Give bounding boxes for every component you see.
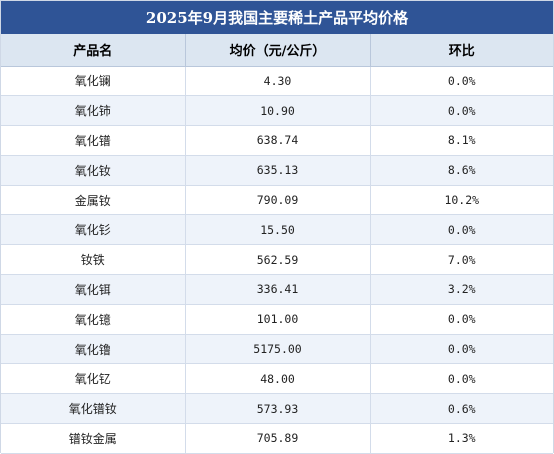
table-row: 镨钕金属 705.89 1.3% bbox=[1, 423, 553, 454]
product-name-cell: 氧化钐 bbox=[1, 214, 186, 246]
price-cell: 705.89 bbox=[185, 423, 371, 454]
product-name-cell: 镨钕金属 bbox=[1, 423, 186, 454]
table-row: 氧化镱 101.00 0.0% bbox=[1, 304, 553, 335]
header-month-on-month: 环比 bbox=[370, 34, 553, 67]
price-cell: 15.50 bbox=[185, 214, 371, 246]
table-header-row: 产品名 均价（元/公斤） 环比 bbox=[1, 34, 553, 67]
table-row: 氧化镧 4.30 0.0% bbox=[1, 66, 553, 97]
product-name-cell: 钕铁 bbox=[1, 244, 186, 276]
mom-change-cell: 0.0% bbox=[370, 304, 553, 335]
mom-change-cell: 0.0% bbox=[370, 214, 553, 246]
product-name-cell: 氧化镨钕 bbox=[1, 393, 186, 425]
table-title: 2025年9月我国主要稀土产品平均价格 bbox=[1, 1, 553, 34]
mom-change-cell: 3.2% bbox=[370, 274, 553, 305]
table-row: 金属钕 790.09 10.2% bbox=[1, 185, 553, 216]
table-row: 氧化钐 15.50 0.0% bbox=[1, 214, 553, 246]
mom-change-cell: 10.2% bbox=[370, 185, 553, 216]
table-row: 氧化钇 48.00 0.0% bbox=[1, 363, 553, 395]
table-row: 氧化铒 336.41 3.2% bbox=[1, 274, 553, 305]
header-average-price: 均价（元/公斤） bbox=[185, 34, 371, 67]
mom-change-cell: 8.6% bbox=[370, 155, 553, 186]
price-cell: 5175.00 bbox=[185, 334, 371, 365]
price-cell: 4.30 bbox=[185, 66, 371, 97]
mom-change-cell: 0.0% bbox=[370, 66, 553, 97]
table-row: 氧化镥 5175.00 0.0% bbox=[1, 334, 553, 365]
mom-change-cell: 7.0% bbox=[370, 244, 553, 276]
product-name-cell: 氧化镨 bbox=[1, 125, 186, 156]
mom-change-cell: 8.1% bbox=[370, 125, 553, 156]
price-cell: 573.93 bbox=[185, 393, 371, 425]
product-name-cell: 金属钕 bbox=[1, 185, 186, 216]
table-row: 钕铁 562.59 7.0% bbox=[1, 244, 553, 276]
product-name-cell: 氧化钕 bbox=[1, 155, 186, 186]
price-cell: 638.74 bbox=[185, 125, 371, 156]
mom-change-cell: 0.6% bbox=[370, 393, 553, 425]
product-name-cell: 氧化镧 bbox=[1, 66, 186, 97]
table-row: 氧化铈 10.90 0.0% bbox=[1, 95, 553, 127]
product-name-cell: 氧化镥 bbox=[1, 334, 186, 365]
product-name-cell: 氧化铒 bbox=[1, 274, 186, 305]
price-cell: 10.90 bbox=[185, 95, 371, 127]
mom-change-cell: 0.0% bbox=[370, 363, 553, 395]
price-table: 产品名 均价（元/公斤） 环比 氧化镧 4.30 0.0% 氧化铈 10.90 0.0% 氧… bbox=[1, 34, 553, 454]
price-cell: 562.59 bbox=[185, 244, 371, 276]
table-row: 氧化镨 638.74 8.1% bbox=[1, 125, 553, 156]
price-cell: 48.00 bbox=[185, 363, 371, 395]
price-cell: 635.13 bbox=[185, 155, 371, 186]
header-product-name: 产品名 bbox=[1, 34, 186, 67]
mom-change-cell: 0.0% bbox=[370, 95, 553, 127]
table-row: 氧化钕 635.13 8.6% bbox=[1, 155, 553, 186]
table-row: 氧化镨钕 573.93 0.6% bbox=[1, 393, 553, 425]
product-name-cell: 氧化钇 bbox=[1, 363, 186, 395]
mom-change-cell: 1.3% bbox=[370, 423, 553, 454]
price-cell: 790.09 bbox=[185, 185, 371, 216]
product-name-cell: 氧化镱 bbox=[1, 304, 186, 335]
product-name-cell: 氧化铈 bbox=[1, 95, 186, 127]
price-cell: 336.41 bbox=[185, 274, 371, 305]
price-cell: 101.00 bbox=[185, 304, 371, 335]
mom-change-cell: 0.0% bbox=[370, 334, 553, 365]
